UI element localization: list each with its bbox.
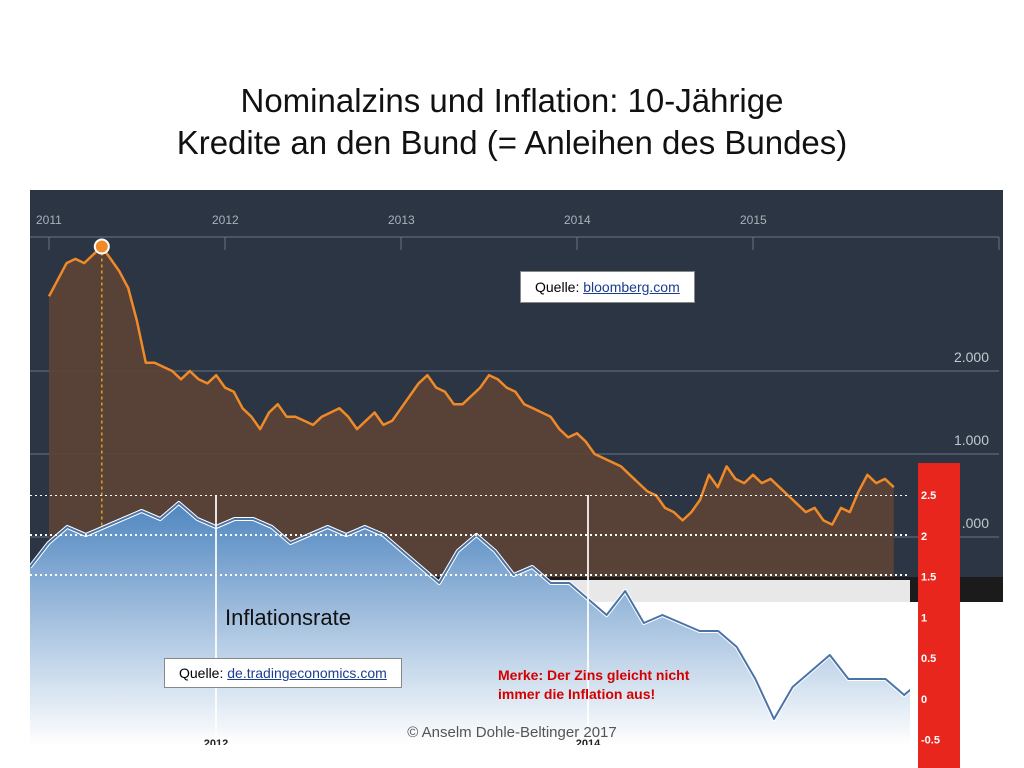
inflation-chart: 2012 2014	[30, 495, 910, 745]
rate-y-tick-label: 2.000	[954, 349, 989, 365]
rate-x-tick-label-2015: 2015	[740, 213, 767, 227]
source-tradingeconomics-link[interactable]: de.tradingeconomics.com	[227, 665, 387, 681]
source-tradingeconomics-prefix: Quelle:	[179, 665, 228, 681]
note-line-2: immer die Inflation aus!	[498, 686, 656, 702]
inflation-y-axis: 2.5 2 1.5 1 0.5 0 -0.5	[918, 463, 960, 768]
inflation-y-tick-label: 2.5	[921, 490, 936, 502]
inflation-y-tick-label: 1.5	[921, 572, 936, 584]
inflation-y-tick-label: 1	[921, 612, 927, 624]
rate-series-line	[47, 245, 895, 526]
inflation-axis-bar	[918, 463, 960, 768]
rate-x-tick-label-2013: 2013	[388, 213, 415, 227]
inflation-y-tick-label: 0	[921, 694, 927, 706]
source-bloomberg-link[interactable]: bloomberg.com	[583, 279, 680, 295]
inflation-y-tick-label: -0.5	[921, 735, 940, 747]
rate-y-tick-label: 1.000	[954, 432, 989, 448]
title-line-1: Nominalzins und Inflation: 10-Jährige	[240, 82, 784, 119]
inflation-y-tick-label: 0.5	[921, 653, 936, 665]
inflation-label: Inflationsrate	[225, 605, 351, 630]
slide-title: Nominalzins und Inflation: 10-Jährige Kr…	[0, 80, 1024, 164]
rate-x-tick-label-2011: 2011	[36, 213, 62, 227]
note-text: Merke: Der Zins gleicht nicht immer die …	[498, 666, 758, 704]
rate-x-tick-label-2012: 2012	[212, 213, 239, 227]
source-bloomberg-prefix: Quelle:	[535, 279, 584, 295]
source-box-tradingeconomics: Quelle: de.tradingeconomics.com	[164, 658, 402, 688]
rate-highlight-point	[93, 238, 110, 255]
inflation-y-tick-label: 2	[921, 531, 927, 543]
rate-y-tick-label: .000	[962, 515, 989, 531]
source-box-bloomberg: Quelle: bloomberg.com	[520, 271, 695, 303]
copyright: © Anselm Dohle-Beltinger 2017	[407, 724, 617, 741]
inflation-x-tick-label-2014: 2014	[576, 738, 601, 745]
title-line-2: Kredite an den Bund (= Anleihen des Bund…	[176, 124, 848, 161]
rate-x-tick-label-2014: 2014	[564, 213, 591, 227]
inflation-x-tick-label-2012: 2012	[204, 738, 228, 745]
note-line-1: Merke: Der Zins gleicht nicht	[498, 667, 690, 683]
